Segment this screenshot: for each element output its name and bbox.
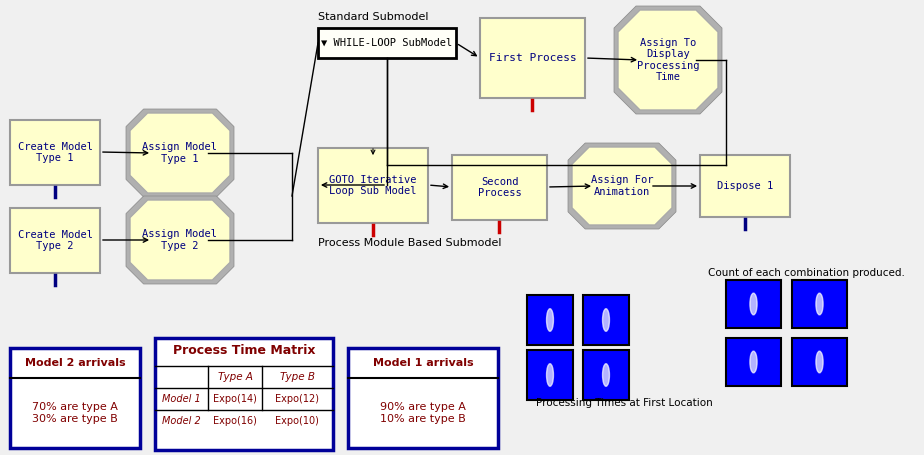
Ellipse shape — [547, 364, 553, 386]
Ellipse shape — [816, 293, 823, 315]
Ellipse shape — [750, 351, 757, 373]
FancyBboxPatch shape — [452, 155, 547, 220]
Text: Expo(12): Expo(12) — [275, 394, 320, 404]
FancyBboxPatch shape — [527, 350, 573, 400]
Polygon shape — [568, 143, 676, 229]
Text: Type A: Type A — [217, 372, 252, 382]
Text: Model 2: Model 2 — [163, 416, 201, 426]
Text: GOTO Iterative
Loop Sub Model: GOTO Iterative Loop Sub Model — [329, 175, 417, 196]
Polygon shape — [618, 10, 718, 110]
FancyBboxPatch shape — [726, 280, 781, 328]
FancyBboxPatch shape — [527, 295, 573, 345]
FancyBboxPatch shape — [480, 18, 585, 98]
Polygon shape — [130, 200, 230, 280]
Text: Model 2 arrivals: Model 2 arrivals — [25, 358, 126, 368]
FancyBboxPatch shape — [318, 28, 456, 58]
Text: Expo(16): Expo(16) — [213, 416, 257, 426]
Polygon shape — [614, 6, 722, 114]
Text: ▼ WHILE-LOOP SubModel: ▼ WHILE-LOOP SubModel — [322, 38, 453, 48]
Text: Processing Times at First Location: Processing Times at First Location — [536, 398, 712, 408]
Text: Assign To
Display
Processing
Time: Assign To Display Processing Time — [637, 38, 699, 82]
FancyBboxPatch shape — [10, 120, 100, 185]
Text: Assign Model
Type 2: Assign Model Type 2 — [142, 229, 217, 251]
Text: Create Model
Type 1: Create Model Type 1 — [18, 142, 92, 163]
Text: Dispose 1: Dispose 1 — [717, 181, 773, 191]
FancyBboxPatch shape — [726, 338, 781, 386]
FancyBboxPatch shape — [583, 295, 629, 345]
Text: Count of each combination produced.: Count of each combination produced. — [708, 268, 905, 278]
Text: Type B: Type B — [280, 372, 315, 382]
Text: Process Module Based Submodel: Process Module Based Submodel — [318, 238, 502, 248]
Ellipse shape — [547, 309, 553, 331]
FancyBboxPatch shape — [583, 350, 629, 400]
FancyBboxPatch shape — [10, 208, 100, 273]
Text: Second
Process: Second Process — [478, 177, 521, 198]
FancyBboxPatch shape — [792, 338, 847, 386]
Text: Assign For
Animation: Assign For Animation — [590, 175, 653, 197]
Text: Expo(14): Expo(14) — [213, 394, 257, 404]
Polygon shape — [126, 196, 234, 284]
Ellipse shape — [602, 309, 610, 331]
Text: Assign Model
Type 1: Assign Model Type 1 — [142, 142, 217, 164]
Text: First Process: First Process — [489, 53, 577, 63]
FancyBboxPatch shape — [155, 338, 333, 450]
FancyBboxPatch shape — [700, 155, 790, 217]
Text: Process Time Matrix: Process Time Matrix — [173, 344, 315, 357]
Text: Model 1 arrivals: Model 1 arrivals — [372, 358, 473, 368]
FancyBboxPatch shape — [10, 348, 140, 448]
Text: Create Model
Type 2: Create Model Type 2 — [18, 230, 92, 251]
Text: Expo(10): Expo(10) — [275, 416, 320, 426]
Ellipse shape — [602, 364, 610, 386]
Text: Standard Submodel: Standard Submodel — [318, 12, 429, 22]
Text: Model 1: Model 1 — [163, 394, 201, 404]
Polygon shape — [126, 109, 234, 197]
Ellipse shape — [816, 351, 823, 373]
FancyBboxPatch shape — [318, 148, 428, 223]
Polygon shape — [130, 113, 230, 193]
FancyBboxPatch shape — [792, 280, 847, 328]
Polygon shape — [572, 147, 672, 225]
Text: 70% are type A
30% are type B: 70% are type A 30% are type B — [32, 402, 118, 424]
FancyBboxPatch shape — [348, 348, 498, 448]
Text: 90% are type A
10% are type B: 90% are type A 10% are type B — [380, 402, 466, 424]
Ellipse shape — [750, 293, 757, 315]
